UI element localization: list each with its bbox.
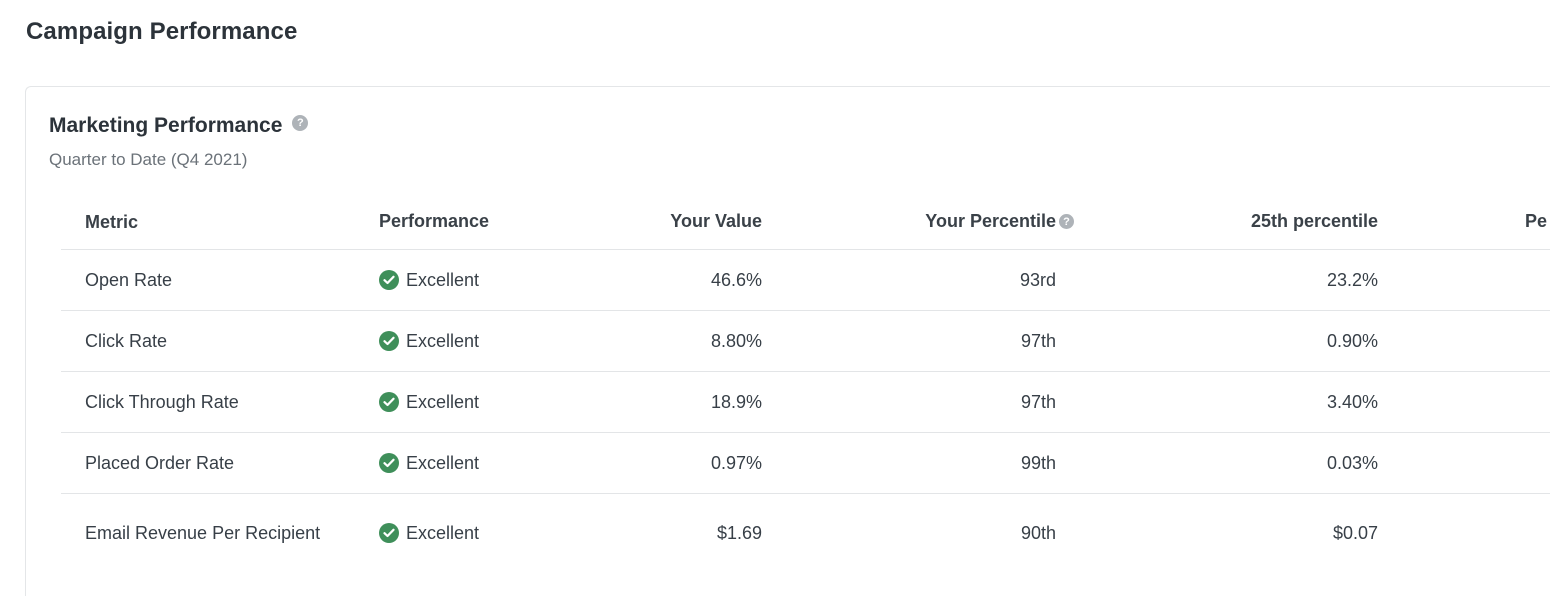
table-row: Email Revenue Per Recipient Excellent $1…	[61, 494, 1550, 572]
table-row: Placed Order Rate Excellent 0.97% 99th 0…	[61, 433, 1550, 494]
performance-label: Excellent	[406, 452, 480, 473]
metric-name: Click Through Rate	[85, 392, 239, 412]
header-your-value: Your Value	[670, 211, 762, 231]
performance-table: Metric Performance Your Value Your Perce…	[61, 194, 1550, 572]
question-circle-icon[interactable]: ?	[1059, 214, 1074, 229]
check-circle-icon	[379, 453, 399, 473]
check-circle-icon	[379, 523, 399, 543]
table-header: Metric Performance Your Value Your Perce…	[61, 194, 1550, 250]
header-your-percentile-text: Your Percentile	[925, 211, 1056, 231]
date-range-subtitle: Quarter to Date (Q4 2021)	[49, 150, 248, 169]
your-percentile: 97th	[1020, 330, 1056, 351]
performance-label: Excellent	[406, 330, 480, 351]
performance-label: Excellent	[406, 391, 480, 412]
card-title-text: Marketing Performance	[49, 114, 283, 137]
check-circle-icon	[379, 331, 399, 351]
25th-percentile-value: $0.07	[1332, 522, 1378, 543]
performance-label: Excellent	[406, 269, 480, 290]
your-percentile: 93rd	[1019, 269, 1056, 290]
your-value: 46.6%	[710, 269, 762, 290]
header-your-percentile: Your Percentile ?	[925, 194, 1074, 249]
check-circle-icon	[379, 270, 399, 290]
25th-percentile-value: 23.2%	[1326, 269, 1378, 290]
your-percentile: 97th	[1020, 391, 1056, 412]
header-performance: Performance	[379, 211, 490, 231]
metric-name: Email Revenue Per Recipient	[85, 523, 321, 543]
table-row: Open Rate Excellent 46.6% 93rd 23.2%	[61, 250, 1550, 311]
25th-percentile-value: 3.40%	[1326, 391, 1378, 412]
table-body: Open Rate Excellent 46.6% 93rd 23.2% Clic…	[61, 250, 1550, 572]
question-circle-icon[interactable]: ?	[292, 115, 309, 131]
page-title: Campaign Performance	[26, 18, 298, 45]
your-percentile: 90th	[1020, 522, 1056, 543]
metric-name: Open Rate	[85, 270, 173, 290]
25th-percentile-value: 0.90%	[1326, 330, 1378, 351]
card-title: Marketing Performance ?	[49, 114, 309, 138]
header-truncated: Pe	[1525, 211, 1548, 231]
header-25th-percentile: 25th percentile	[1250, 211, 1378, 231]
check-circle-icon	[379, 392, 399, 412]
table-row: Click Rate Excellent 8.80% 97th 0.90%	[61, 311, 1550, 372]
metric-name: Click Rate	[85, 331, 168, 351]
performance-status: Excellent	[379, 494, 479, 572]
your-percentile: 99th	[1020, 452, 1056, 473]
25th-percentile-value: 0.03%	[1326, 452, 1378, 473]
your-value: 18.9%	[710, 391, 762, 412]
your-value: 8.80%	[710, 330, 762, 351]
your-value: 0.97%	[710, 452, 762, 473]
marketing-performance-card: Marketing Performance ? Quarter to Date …	[25, 86, 1550, 596]
performance-status: Excellent	[379, 311, 479, 371]
your-value: $1.69	[716, 522, 762, 543]
performance-label: Excellent	[406, 522, 480, 543]
metric-name: Placed Order Rate	[85, 453, 235, 473]
performance-status: Excellent	[379, 433, 479, 493]
performance-status: Excellent	[379, 250, 479, 310]
table-row: Click Through Rate Excellent 18.9% 97th …	[61, 372, 1550, 433]
header-metric: Metric	[85, 211, 139, 232]
performance-status: Excellent	[379, 372, 479, 432]
